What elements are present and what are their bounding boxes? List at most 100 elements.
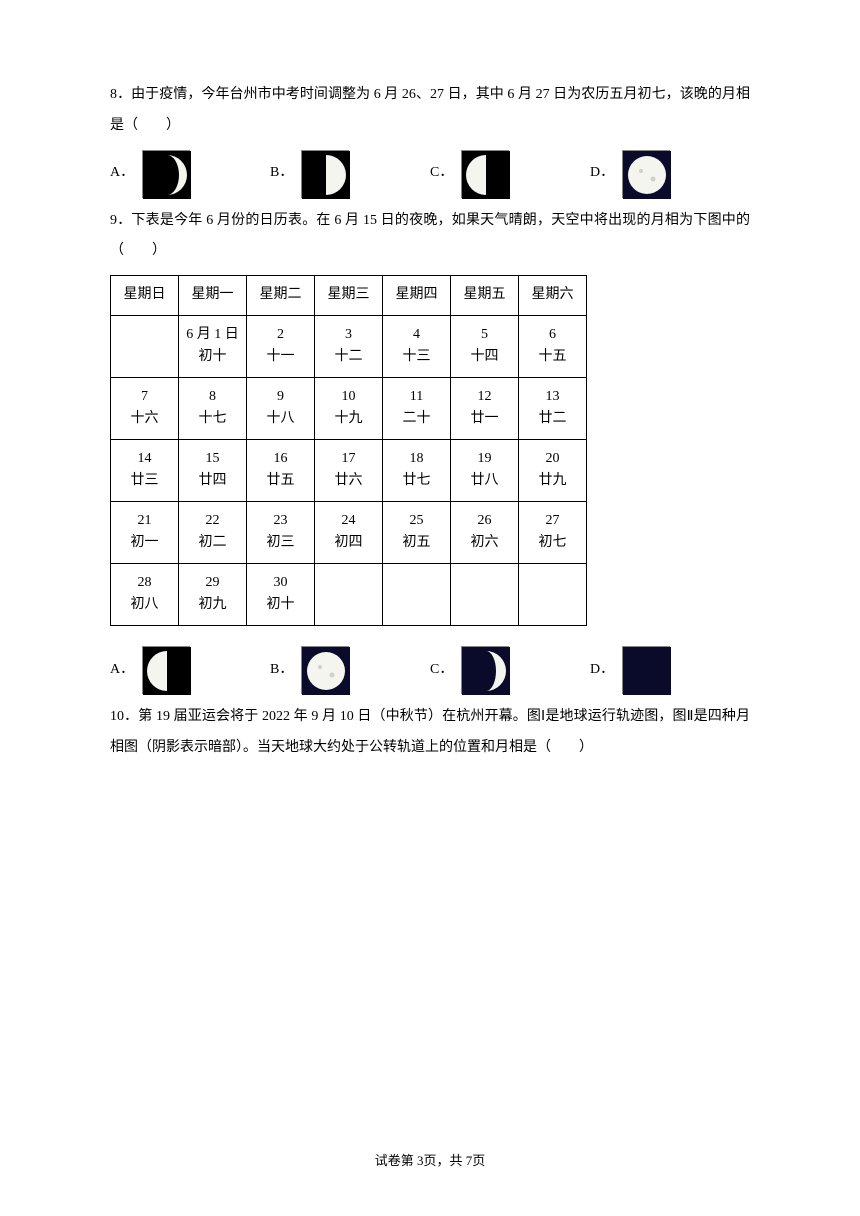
moon-full-icon xyxy=(622,150,670,198)
q8-text: 8．由于疫情，今年台州市中考时间调整为 6 月 26、27 日，其中 6 月 2… xyxy=(110,80,750,142)
cal-date: 14 xyxy=(111,448,178,470)
calendar-cell: 6十五 xyxy=(519,315,587,377)
calendar-cell: 24初四 xyxy=(315,501,383,563)
calendar-cell: 26初六 xyxy=(451,501,519,563)
cal-lunar: 廿六 xyxy=(315,470,382,492)
cal-lunar: 初七 xyxy=(519,532,586,554)
q8-opt-d-label: D． xyxy=(590,158,614,189)
cal-date: 23 xyxy=(247,510,314,532)
calendar-cell: 6 月 1 日初十 xyxy=(179,315,247,377)
cal-date: 8 xyxy=(179,386,246,408)
q8-options: A． B． C． D． xyxy=(110,150,750,198)
calendar-cell: 2十一 xyxy=(247,315,315,377)
q10-text: 10．第 19 届亚运会将于 2022 年 9 月 10 日（中秋节）在杭州开幕… xyxy=(110,702,750,764)
calendar-cell: 14廿三 xyxy=(111,439,179,501)
calendar-cell: 13廿二 xyxy=(519,377,587,439)
calendar-cell: 10十九 xyxy=(315,377,383,439)
cal-date: 15 xyxy=(179,448,246,470)
cal-lunar: 初九 xyxy=(179,594,246,616)
calendar-cell: 12廿一 xyxy=(451,377,519,439)
calendar-cell: 29初九 xyxy=(179,563,247,625)
cal-date: 24 xyxy=(315,510,382,532)
calendar-row: 6 月 1 日初十2十一3十二4十三5十四6十五 xyxy=(111,315,587,377)
cal-h4: 星期四 xyxy=(383,276,451,316)
cal-lunar: 十一 xyxy=(247,346,314,368)
q8-opt-a-label: A． xyxy=(110,158,134,189)
q8-option-c: C． xyxy=(430,150,590,198)
q9-opt-b-label: B． xyxy=(270,655,293,686)
cal-lunar: 廿一 xyxy=(451,408,518,430)
q8-opt-c-label: C． xyxy=(430,158,453,189)
cal-lunar: 廿三 xyxy=(111,470,178,492)
calendar-table: 星期日 星期一 星期二 星期三 星期四 星期五 星期六 6 月 1 日初十2十一… xyxy=(110,275,587,626)
calendar-cell: 25初五 xyxy=(383,501,451,563)
cal-lunar: 廿二 xyxy=(519,408,586,430)
cal-lunar: 廿七 xyxy=(383,470,450,492)
q8-opt-b-label: B． xyxy=(270,158,293,189)
calendar-row: 21初一22初二23初三24初四25初五26初六27初七 xyxy=(111,501,587,563)
cal-lunar: 初二 xyxy=(179,532,246,554)
cal-date: 29 xyxy=(179,572,246,594)
moon-half-left-icon xyxy=(142,646,190,694)
calendar-cell: 19廿八 xyxy=(451,439,519,501)
cal-date: 28 xyxy=(111,572,178,594)
cal-lunar: 十三 xyxy=(383,346,450,368)
calendar-row: 7十六8十七9十八10十九11二十12廿一13廿二 xyxy=(111,377,587,439)
cal-h0: 星期日 xyxy=(111,276,179,316)
cal-h3: 星期三 xyxy=(315,276,383,316)
calendar-cell: 28初八 xyxy=(111,563,179,625)
cal-lunar: 初一 xyxy=(111,532,178,554)
calendar-cell: 7十六 xyxy=(111,377,179,439)
calendar-cell xyxy=(111,315,179,377)
cal-lunar: 十六 xyxy=(111,408,178,430)
cal-date: 27 xyxy=(519,510,586,532)
moon-full-icon xyxy=(301,646,349,694)
cal-h6: 星期六 xyxy=(519,276,587,316)
cal-date: 6 xyxy=(519,324,586,346)
cal-date: 6 月 1 日 xyxy=(179,324,246,346)
cal-lunar: 初五 xyxy=(383,532,450,554)
cal-lunar: 十七 xyxy=(179,408,246,430)
cal-lunar: 初六 xyxy=(451,532,518,554)
q9-option-a: A． xyxy=(110,646,270,694)
cal-h2: 星期二 xyxy=(247,276,315,316)
cal-date: 22 xyxy=(179,510,246,532)
moon-crescent-right-icon xyxy=(461,646,509,694)
moon-first-quarter-icon xyxy=(301,150,349,198)
calendar-cell: 5十四 xyxy=(451,315,519,377)
calendar-cell: 20廿九 xyxy=(519,439,587,501)
cal-date: 3 xyxy=(315,324,382,346)
q9-text: 9．下表是今年 6 月份的日历表。在 6 月 15 日的夜晚，如果天气晴朗，天空… xyxy=(110,206,750,268)
cal-lunar: 十八 xyxy=(247,408,314,430)
q8-option-b: B． xyxy=(270,150,430,198)
moon-last-quarter-icon xyxy=(461,150,509,198)
cal-lunar: 十九 xyxy=(315,408,382,430)
calendar-cell: 8十七 xyxy=(179,377,247,439)
calendar-cell xyxy=(451,563,519,625)
q9-option-d: D． xyxy=(590,646,750,694)
q9-opt-d-label: D． xyxy=(590,655,614,686)
calendar-cell: 18廿七 xyxy=(383,439,451,501)
cal-date: 16 xyxy=(247,448,314,470)
cal-lunar: 初四 xyxy=(315,532,382,554)
calendar-cell: 23初三 xyxy=(247,501,315,563)
cal-lunar: 十四 xyxy=(451,346,518,368)
cal-date: 2 xyxy=(247,324,314,346)
calendar-row: 14廿三15廿四16廿五17廿六18廿七19廿八20廿九 xyxy=(111,439,587,501)
q8-option-a: A． xyxy=(110,150,270,198)
calendar-cell: 9十八 xyxy=(247,377,315,439)
cal-date: 5 xyxy=(451,324,518,346)
cal-lunar: 初十 xyxy=(247,594,314,616)
calendar-cell xyxy=(315,563,383,625)
q9-opt-c-label: C． xyxy=(430,655,453,686)
cal-date: 13 xyxy=(519,386,586,408)
cal-lunar: 十二 xyxy=(315,346,382,368)
q9-options: A． B． C． D． xyxy=(110,646,750,694)
cal-lunar: 廿五 xyxy=(247,470,314,492)
cal-date: 10 xyxy=(315,386,382,408)
cal-lunar: 初十 xyxy=(179,346,246,368)
page-footer: 试卷第 3页，共 7页 xyxy=(0,1147,860,1176)
cal-date: 20 xyxy=(519,448,586,470)
calendar-cell: 22初二 xyxy=(179,501,247,563)
moon-crescent-icon xyxy=(142,150,190,198)
